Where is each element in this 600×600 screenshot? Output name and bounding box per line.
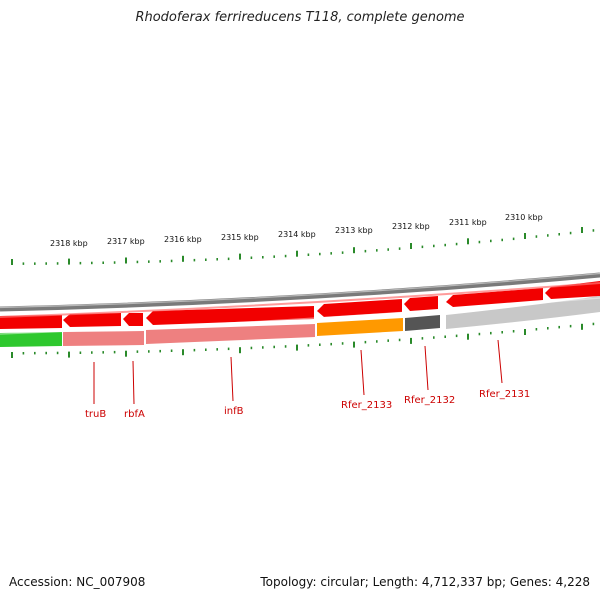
green-feature[interactable] <box>0 332 62 347</box>
cds-arrow[interactable] <box>446 288 543 307</box>
light-gray-feature[interactable] <box>446 296 600 329</box>
orange-feature[interactable] <box>317 318 403 336</box>
leader-line <box>132 360 135 405</box>
backbone-highlight <box>0 272 600 309</box>
gene-labels: truB rbfA infB Rfer_2133 Rfer_2132 Rfer_… <box>85 389 530 420</box>
coord-label: 2311 kbp <box>449 218 487 227</box>
gene-label-rfer2131[interactable]: Rfer_2131 <box>479 389 530 400</box>
coord-label: 2310 kbp <box>505 213 543 222</box>
gene-label-infb[interactable]: infB <box>224 406 244 417</box>
coord-label: 2314 kbp <box>278 230 316 239</box>
cds-arrow[interactable] <box>146 306 314 325</box>
cds-arrow[interactable] <box>0 315 62 329</box>
coord-label: 2315 kbp <box>221 233 259 242</box>
light-red-feature[interactable] <box>146 324 315 344</box>
coord-label: 2312 kbp <box>392 222 430 231</box>
gene-label-trub[interactable]: truB <box>85 409 106 420</box>
cds-highlight <box>0 282 600 318</box>
gene-leader-lines <box>93 339 503 405</box>
cds-strand-track <box>0 281 600 329</box>
accession-text: Accession: NC_007908 <box>9 575 146 589</box>
leader-line <box>424 345 429 391</box>
genome-stats-text: Topology: circular; Length: 4,712,337 bp… <box>260 575 590 589</box>
coord-label: 2313 kbp <box>335 226 373 235</box>
light-red-feature[interactable] <box>63 331 144 346</box>
dark-gray-feature[interactable] <box>405 315 440 331</box>
coord-label: 2316 kbp <box>164 235 202 244</box>
cds-arrow[interactable] <box>545 281 600 299</box>
feature-highlight <box>0 297 600 335</box>
genome-title: Rhodoferax ferrireducens T118, complete … <box>135 10 465 25</box>
coord-label: 2317 kbp <box>107 237 145 246</box>
leader-line <box>230 356 234 402</box>
feature-track <box>0 296 600 347</box>
outer-tick-track <box>11 227 595 265</box>
gene-label-rfer2132[interactable]: Rfer_2132 <box>404 395 455 406</box>
cds-arrow[interactable] <box>317 299 402 317</box>
gene-label-rfer2133[interactable]: Rfer_2133 <box>341 400 392 411</box>
leader-line <box>360 349 365 396</box>
cds-arrow[interactable] <box>404 296 438 311</box>
cds-arrow[interactable] <box>123 313 143 326</box>
genome-backbone <box>0 272 600 312</box>
cds-arrow[interactable] <box>63 313 121 327</box>
gene-label-rbfa[interactable]: rbfA <box>124 409 145 420</box>
inner-tick-track <box>11 322 595 358</box>
leader-line <box>497 339 503 384</box>
coordinate-labels: 2318 kbp 2317 kbp 2316 kbp 2315 kbp 2314… <box>50 213 543 248</box>
coord-label: 2318 kbp <box>50 239 88 248</box>
